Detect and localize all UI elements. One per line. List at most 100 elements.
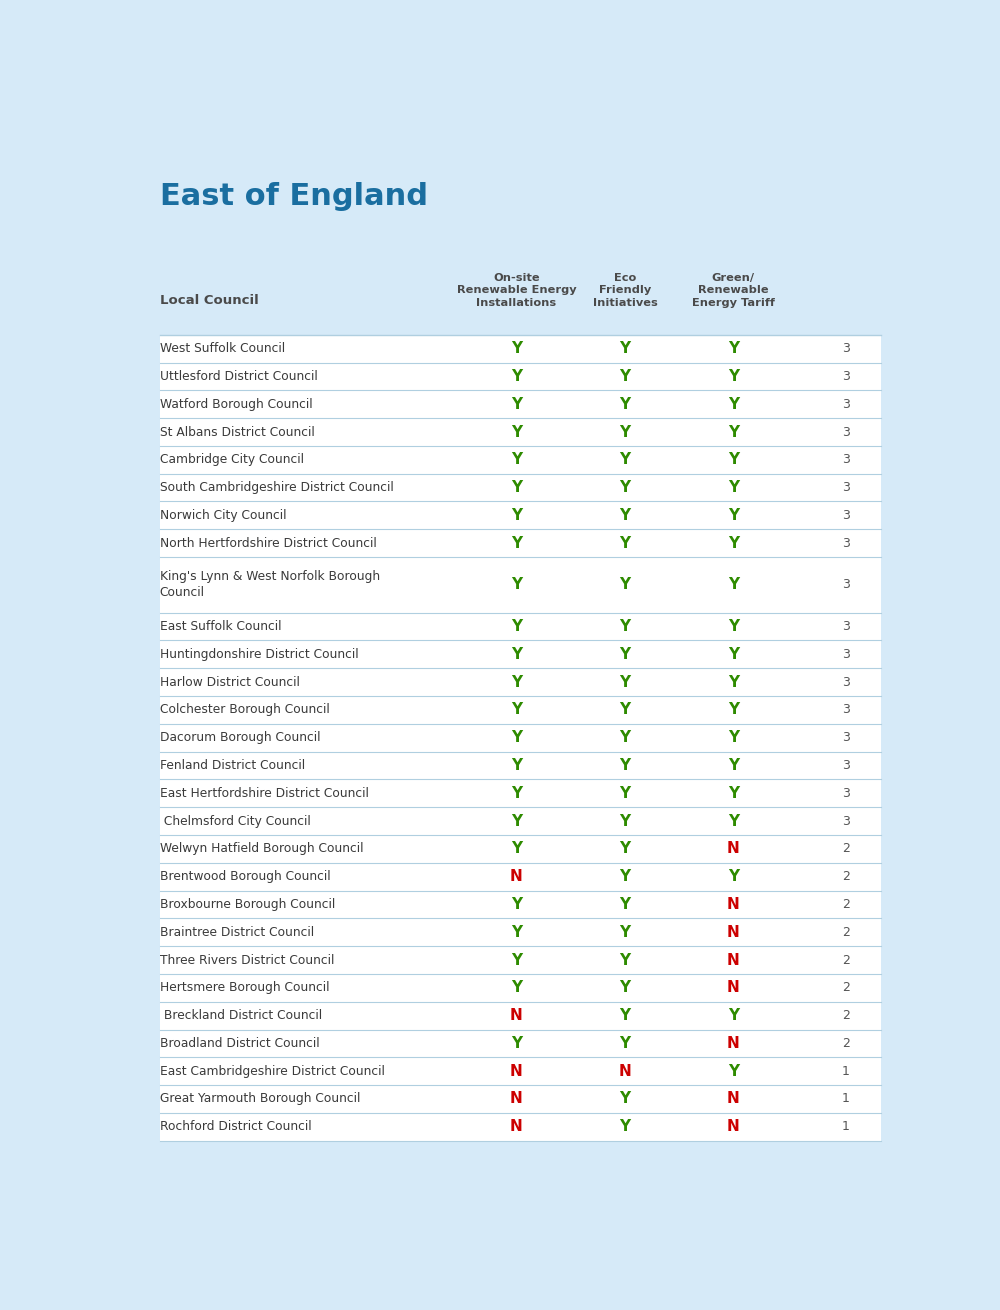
Text: Rochford District Council: Rochford District Council [160, 1120, 312, 1133]
Text: 3: 3 [842, 578, 850, 591]
Text: Breckland District Council: Breckland District Council [160, 1009, 322, 1022]
Bar [160, 335, 881, 363]
Text: Y: Y [511, 758, 522, 773]
Text: N: N [727, 980, 740, 996]
Text: Broxbourne Borough Council: Broxbourne Borough Council [160, 897, 335, 910]
Text: Y: Y [728, 647, 739, 662]
Text: Local Council: Local Council [160, 293, 259, 307]
Text: Y: Y [728, 479, 739, 495]
Bar [160, 1030, 881, 1057]
Text: King's Lynn & West Norfolk Borough
Council: King's Lynn & West Norfolk Borough Counc… [160, 570, 380, 600]
Text: 3: 3 [842, 508, 850, 521]
Text: Y: Y [619, 841, 630, 857]
Text: Y: Y [619, 424, 630, 439]
Text: 2: 2 [842, 897, 850, 910]
Text: 3: 3 [842, 703, 850, 717]
Text: Y: Y [511, 397, 522, 411]
Text: Huntingdonshire District Council: Huntingdonshire District Council [160, 648, 358, 660]
Text: Y: Y [728, 702, 739, 718]
Text: Y: Y [728, 869, 739, 884]
Text: 3: 3 [842, 453, 850, 466]
Bar [160, 891, 881, 918]
Text: Y: Y [619, 758, 630, 773]
Text: Y: Y [511, 702, 522, 718]
Text: Cambridge City Council: Cambridge City Council [160, 453, 304, 466]
Text: Y: Y [619, 578, 630, 592]
Text: South Cambridgeshire District Council: South Cambridgeshire District Council [160, 481, 394, 494]
Text: N: N [510, 1091, 523, 1107]
Text: Y: Y [619, 620, 630, 634]
Bar [160, 1057, 881, 1085]
Text: Y: Y [619, 952, 630, 968]
Text: East Cambridgeshire District Council: East Cambridgeshire District Council [160, 1065, 385, 1078]
Text: 2: 2 [842, 926, 850, 939]
Bar [160, 834, 881, 863]
Text: Broadland District Council: Broadland District Council [160, 1038, 320, 1049]
Text: Y: Y [619, 1091, 630, 1107]
Text: Y: Y [728, 1064, 739, 1078]
Text: Y: Y [728, 397, 739, 411]
Bar [160, 1002, 881, 1030]
Bar [160, 807, 881, 834]
Text: N: N [727, 1036, 740, 1051]
Text: Y: Y [619, 397, 630, 411]
Text: Y: Y [619, 1036, 630, 1051]
Text: 3: 3 [842, 648, 850, 660]
Text: 2: 2 [842, 1009, 850, 1022]
Text: Y: Y [619, 925, 630, 939]
Text: 3: 3 [842, 398, 850, 411]
Text: Uttlesford District Council: Uttlesford District Council [160, 369, 318, 383]
Text: Y: Y [728, 786, 739, 800]
Text: N: N [727, 952, 740, 968]
Bar [160, 613, 881, 641]
Text: Y: Y [728, 1009, 739, 1023]
Text: Y: Y [619, 730, 630, 745]
Bar [160, 1114, 881, 1141]
Text: Norwich City Council: Norwich City Council [160, 508, 286, 521]
Text: Eco
Friendly
Initiatives: Eco Friendly Initiatives [592, 272, 657, 308]
Text: Y: Y [728, 369, 739, 384]
Text: Y: Y [511, 1036, 522, 1051]
Text: Great Yarmouth Borough Council: Great Yarmouth Borough Council [160, 1093, 360, 1106]
Bar [160, 474, 881, 502]
Text: Y: Y [619, 369, 630, 384]
Bar [160, 363, 881, 390]
Bar [160, 779, 881, 807]
Text: 3: 3 [842, 342, 850, 355]
Text: Y: Y [511, 952, 522, 968]
Text: Y: Y [511, 925, 522, 939]
Bar [160, 946, 881, 973]
Text: Y: Y [619, 980, 630, 996]
Text: N: N [727, 1091, 740, 1107]
Text: Y: Y [511, 536, 522, 550]
Bar [160, 918, 881, 946]
Text: N: N [510, 869, 523, 884]
Text: Y: Y [619, 675, 630, 689]
Text: Y: Y [511, 841, 522, 857]
Text: Y: Y [619, 536, 630, 550]
Text: Y: Y [511, 675, 522, 689]
Text: Y: Y [728, 341, 739, 356]
Text: 1: 1 [842, 1093, 850, 1106]
Text: Y: Y [619, 869, 630, 884]
Text: Three Rivers District Council: Three Rivers District Council [160, 954, 334, 967]
Text: East Suffolk Council: East Suffolk Council [160, 620, 281, 633]
Text: Y: Y [511, 620, 522, 634]
Bar [160, 1085, 881, 1113]
Text: East Hertfordshire District Council: East Hertfordshire District Council [160, 787, 369, 800]
Text: West Suffolk Council: West Suffolk Council [160, 342, 285, 355]
Text: Y: Y [619, 897, 630, 912]
Text: N: N [510, 1119, 523, 1134]
Text: Y: Y [728, 536, 739, 550]
Text: Chelmsford City Council: Chelmsford City Council [160, 815, 311, 828]
Text: Green/
Renewable
Energy Tariff: Green/ Renewable Energy Tariff [692, 272, 775, 308]
Bar [160, 641, 881, 668]
Text: Dacorum Borough Council: Dacorum Borough Council [160, 731, 320, 744]
Text: Fenland District Council: Fenland District Council [160, 758, 305, 772]
Text: Y: Y [728, 424, 739, 439]
Bar [160, 752, 881, 779]
Text: St Albans District Council: St Albans District Council [160, 426, 315, 439]
Bar [160, 696, 881, 724]
Text: Y: Y [728, 758, 739, 773]
Text: East of England: East of England [160, 182, 428, 211]
